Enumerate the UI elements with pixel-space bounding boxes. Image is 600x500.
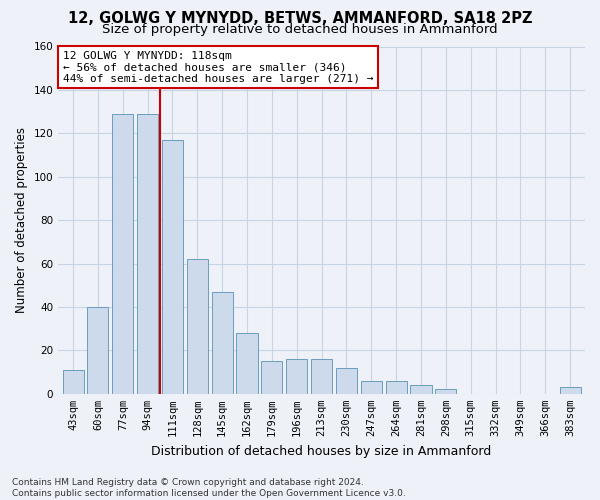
X-axis label: Distribution of detached houses by size in Ammanford: Distribution of detached houses by size … (151, 444, 492, 458)
Bar (112, 114, 133, 394)
Bar (162, 140, 183, 394)
Bar (336, 368, 357, 394)
Bar (212, 292, 233, 394)
Text: 12 GOLWG Y MYNYDD: 118sqm
← 56% of detached houses are smaller (346)
44% of semi: 12 GOLWG Y MYNYDD: 118sqm ← 56% of detac… (62, 51, 373, 84)
Bar (262, 361, 283, 394)
Bar (435, 390, 457, 394)
Bar (410, 385, 431, 394)
Bar (286, 359, 307, 394)
Bar (62, 370, 83, 394)
Bar (137, 114, 158, 394)
Bar (187, 259, 208, 394)
Bar (386, 381, 407, 394)
Bar (236, 333, 257, 394)
Text: Size of property relative to detached houses in Ammanford: Size of property relative to detached ho… (102, 22, 498, 36)
Text: 12, GOLWG Y MYNYDD, BETWS, AMMANFORD, SA18 2PZ: 12, GOLWG Y MYNYDD, BETWS, AMMANFORD, SA… (68, 11, 532, 26)
Bar (88, 307, 109, 394)
Bar (311, 359, 332, 394)
Bar (361, 381, 382, 394)
Bar (560, 388, 581, 394)
Y-axis label: Number of detached properties: Number of detached properties (15, 127, 28, 313)
Text: Contains HM Land Registry data © Crown copyright and database right 2024.
Contai: Contains HM Land Registry data © Crown c… (12, 478, 406, 498)
